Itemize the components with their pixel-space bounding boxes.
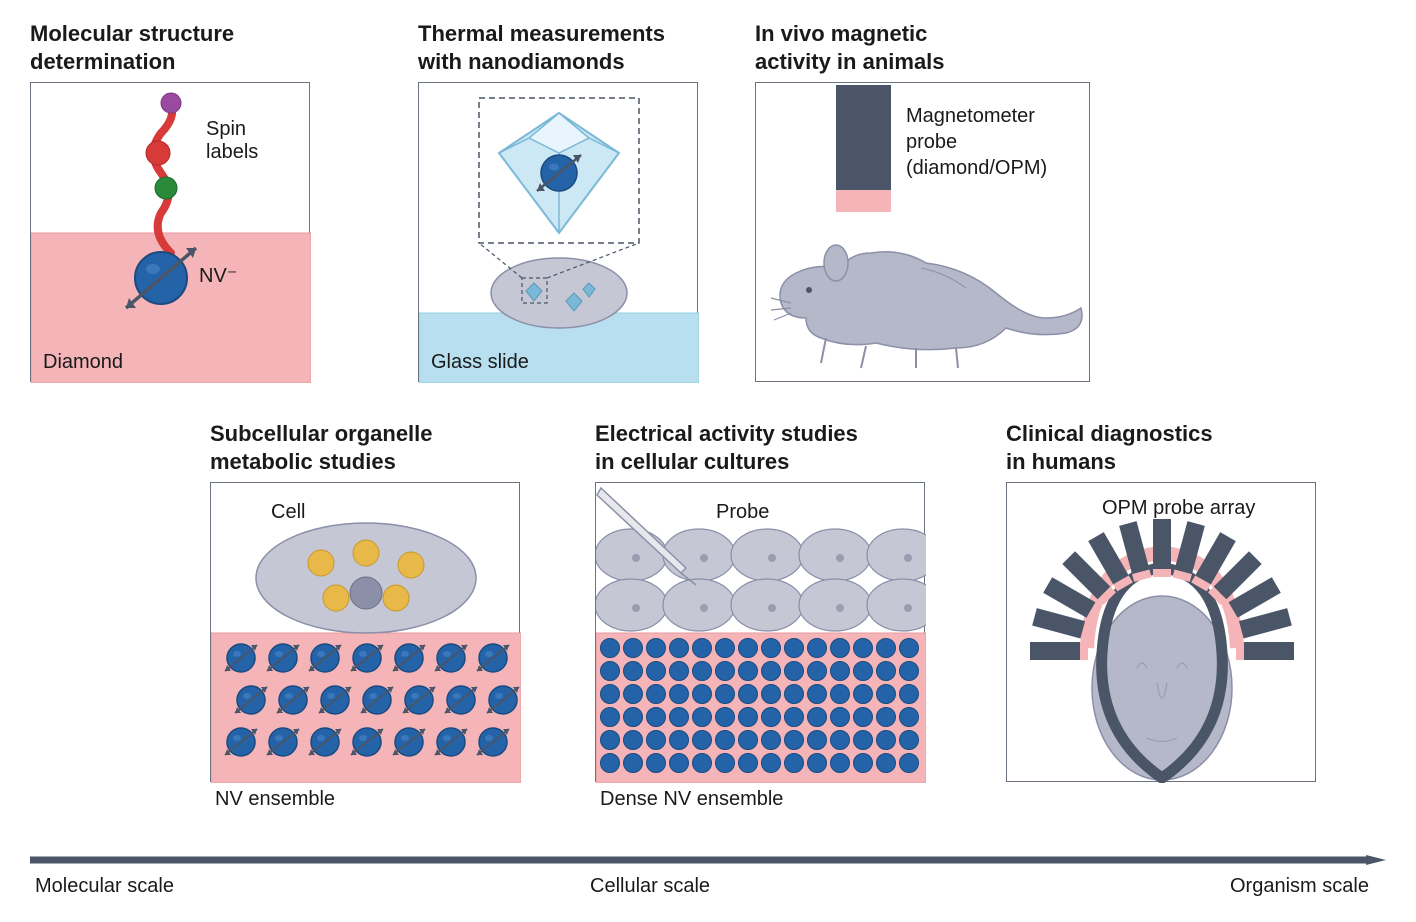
scale-cellular: Cellular scale (590, 875, 710, 898)
panel4-nv-label: NV ensemble (215, 788, 335, 811)
panel5-dense-label: Dense NV ensemble (600, 788, 783, 811)
panel2-glass-label: Glass slide (431, 351, 529, 374)
panel3-probe-label: Magnetometer probe (diamond/OPM) (906, 103, 1047, 181)
scale-molecular: Molecular scale (35, 875, 174, 898)
panel1-nv-label: NV⁻ (199, 263, 237, 288)
panel4-box: Cell (210, 482, 520, 782)
panel1-diamond-label: Diamond (43, 351, 123, 374)
panel6-svg (1007, 483, 1317, 783)
panel4-cell-label: Cell (271, 501, 305, 524)
panel5-probe-label: Probe (716, 501, 769, 524)
panel4-svg (211, 483, 521, 783)
panel5-title: Electrical activity studies in cellular … (595, 420, 858, 475)
panel3-title: In vivo magnetic activity in animals (755, 20, 945, 75)
panel1-spin-label: Spin labels (206, 118, 258, 164)
panel5-box: Probe (595, 482, 925, 782)
panel2-box: Glass slide (418, 82, 698, 382)
panel5-svg (596, 483, 926, 783)
diagram-container: Molecular structure determination Spin l… (20, 20, 1396, 902)
panel1-title: Molecular structure determination (30, 20, 234, 75)
panel2-svg (419, 83, 699, 383)
panel6-title: Clinical diagnostics in humans (1006, 420, 1213, 475)
panel2-title: Thermal measurements with nanodiamonds (418, 20, 665, 75)
panel1-svg (31, 83, 311, 383)
scale-arrow (30, 855, 1386, 865)
panel6-array-label: OPM probe array (1102, 497, 1255, 520)
panel1-box: Spin labels NV⁻ Diamond (30, 82, 310, 382)
panel6-box: OPM probe array (1006, 482, 1316, 782)
panel3-box: Magnetometer probe (diamond/OPM) (755, 82, 1090, 382)
panel4-title: Subcellular organelle metabolic studies (210, 420, 433, 475)
scale-organism: Organism scale (1230, 875, 1369, 898)
